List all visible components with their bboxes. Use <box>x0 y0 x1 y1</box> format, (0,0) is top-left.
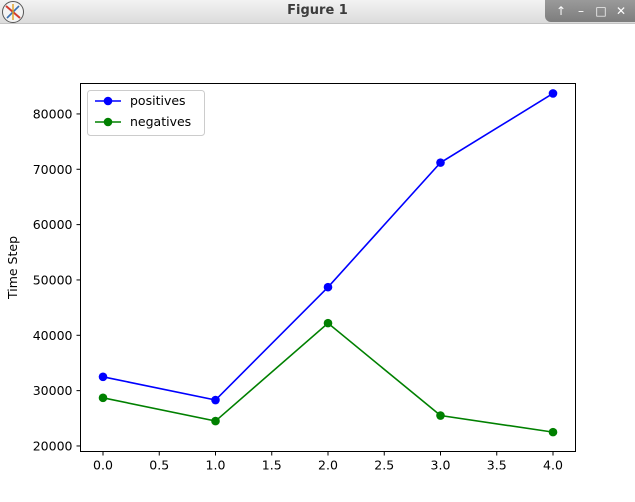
line-chart: 0.0 0.5 1.0 1.5 2.0 2.5 3.0 3.5 4.0 20000 30000 40… <box>0 24 635 502</box>
y-axis-label: Time Step <box>5 236 20 300</box>
y-tick-label: 80000 <box>33 106 73 121</box>
legend: positives negatives <box>87 90 205 136</box>
data-point-positives <box>211 395 220 405</box>
y-tick-label: 40000 <box>33 328 73 343</box>
window-controls: ↑ – □ ✕ <box>545 0 635 22</box>
data-point-positives <box>436 158 445 167</box>
window-title: Figure 1 <box>287 3 348 18</box>
x-tick-label: 4.0 <box>543 458 563 473</box>
x-tick-label: 1.5 <box>262 458 282 473</box>
maximize-icon[interactable]: □ <box>595 4 607 18</box>
x-axis: 0.0 0.5 1.0 1.5 2.0 2.5 3.0 3.5 4.0 <box>93 451 563 473</box>
y-axis: 20000 30000 40000 50000 60000 70000 80000 <box>33 106 81 453</box>
x-tick-label: 2.5 <box>374 458 394 473</box>
legend-marker-positives <box>103 96 113 106</box>
y-tick-label: 70000 <box>33 162 73 177</box>
y-tick-label: 60000 <box>33 217 73 232</box>
data-point-positives <box>323 282 333 292</box>
y-tick-label: 20000 <box>33 438 73 453</box>
data-point-negatives <box>98 393 108 403</box>
window-titlebar: Figure 1 ↑ – □ ✕ <box>0 0 635 24</box>
x-tick-label: 1.0 <box>206 458 226 473</box>
x-tick-label: 3.5 <box>487 458 507 473</box>
app-icon[interactable] <box>1 0 25 24</box>
legend-marker-negatives <box>103 117 113 127</box>
legend-label-positives: positives <box>130 93 186 108</box>
close-icon[interactable]: ✕ <box>615 4 627 18</box>
minimize-icon[interactable]: – <box>578 4 584 18</box>
data-point-positives <box>98 372 108 382</box>
data-point-negatives <box>548 427 558 437</box>
data-point-negatives <box>211 416 220 426</box>
series-layer <box>98 89 558 437</box>
x-tick-label: 0.0 <box>93 458 113 473</box>
y-tick-label: 30000 <box>33 383 73 398</box>
data-point-negatives <box>323 318 333 328</box>
x-tick-label: 3.0 <box>431 458 451 473</box>
x-tick-label: 2.0 <box>318 458 338 473</box>
data-point-negatives <box>436 411 445 420</box>
x-tick-label: 0.5 <box>149 458 169 473</box>
data-point-positives <box>548 89 558 98</box>
legend-label-negatives: negatives <box>130 114 191 129</box>
up-icon[interactable]: ↑ <box>555 4 567 18</box>
y-tick-label: 50000 <box>33 272 73 287</box>
